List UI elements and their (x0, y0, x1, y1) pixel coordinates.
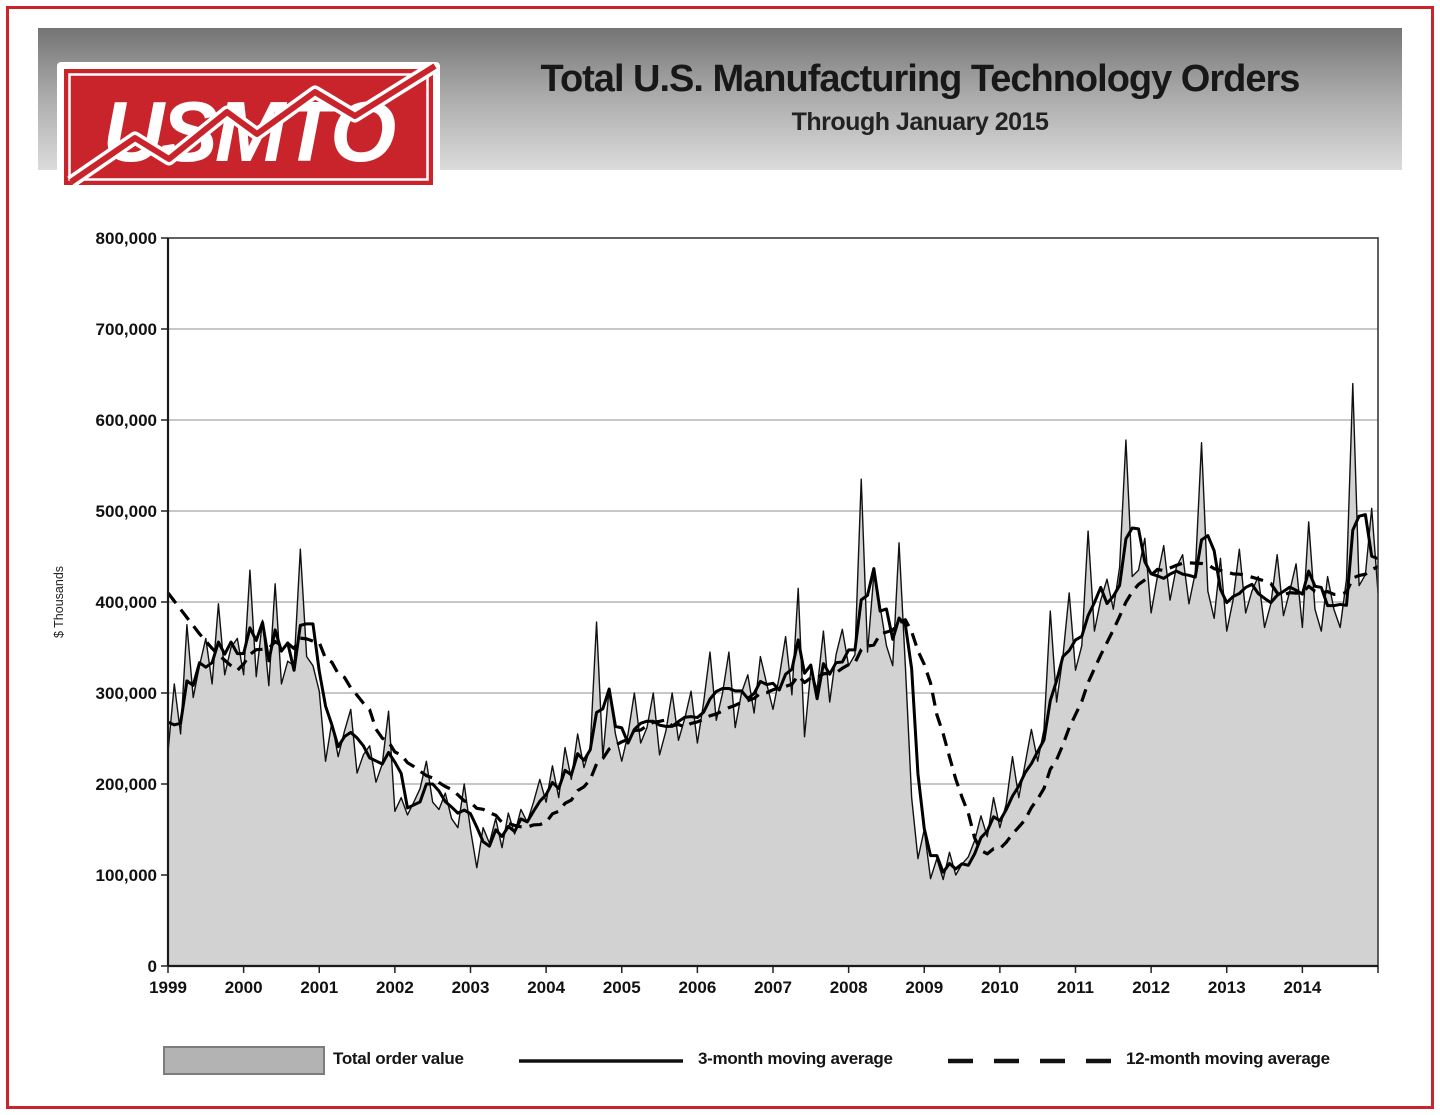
x-tick-label: 2007 (754, 978, 792, 997)
page-title: Total U.S. Manufacturing Technology Orde… (540, 58, 1301, 100)
x-tick-label: 2012 (1132, 978, 1170, 997)
series-12-month-moving-average (166, 561, 1379, 856)
x-tick-label: 2001 (300, 978, 338, 997)
series-total-order-value-area (168, 383, 1378, 967)
x-tick-label: 2008 (830, 978, 868, 997)
y-tick-label: 400,000 (96, 593, 157, 612)
y-tick-label: 100,000 (96, 866, 157, 885)
series-total-order-value-line (167, 382, 1379, 881)
trend-line-icon (69, 63, 437, 185)
x-tick-label: 2010 (981, 978, 1019, 997)
x-tick-label: 2009 (905, 978, 943, 997)
y-tick-label: 500,000 (96, 502, 157, 521)
title-block: Total U.S. Manufacturing Technology Orde… (440, 58, 1400, 137)
x-tick-label: 2005 (603, 978, 641, 997)
legend-line-12-month (948, 1058, 1114, 1064)
y-tick-label: 200,000 (96, 775, 157, 794)
x-tick-label: 2006 (678, 978, 716, 997)
y-axis-title: $ Thousands (52, 566, 66, 638)
x-tick-label: 2004 (527, 978, 565, 997)
legend-swatch-total-order-value (163, 1046, 325, 1075)
x-tick-label: 2000 (225, 978, 263, 997)
logo-graphic: USMTO (57, 60, 440, 192)
legend-label-3-month: 3-month moving average (698, 1049, 893, 1068)
x-tick-label: 2013 (1208, 978, 1246, 997)
orders-chart: 0 100,000 200,000 300,000 400,000 500,000 600,… (52, 229, 1379, 997)
y-tick-label: 700,000 (96, 320, 157, 339)
y-tick-label: 300,000 (96, 684, 157, 703)
x-tick-label: 2014 (1283, 978, 1321, 997)
x-tick-label: 2002 (376, 978, 414, 997)
legend-label-12-month: 12-month moving average (1126, 1049, 1330, 1068)
y-tick-label: 800,000 (96, 229, 157, 248)
series-3-month-moving-average (167, 513, 1379, 874)
red-frame (6, 6, 1434, 1109)
x-tick-label: 2011 (1057, 978, 1094, 997)
legend-label-total-order-value: Total order value (333, 1049, 464, 1068)
page-subtitle: Through January 2015 (791, 107, 1049, 136)
y-tick-label: 0 (148, 957, 157, 976)
logo-inner-border (68, 73, 429, 181)
usmto-logo: USMTO (57, 60, 440, 192)
chart-legend: Total order value 3-month moving average… (0, 1040, 1440, 1090)
legend-line-3-month (519, 1059, 683, 1063)
y-tick-label: 600,000 (96, 411, 157, 430)
x-tick-label: 1999 (149, 978, 187, 997)
x-tick-label: 2003 (452, 978, 490, 997)
